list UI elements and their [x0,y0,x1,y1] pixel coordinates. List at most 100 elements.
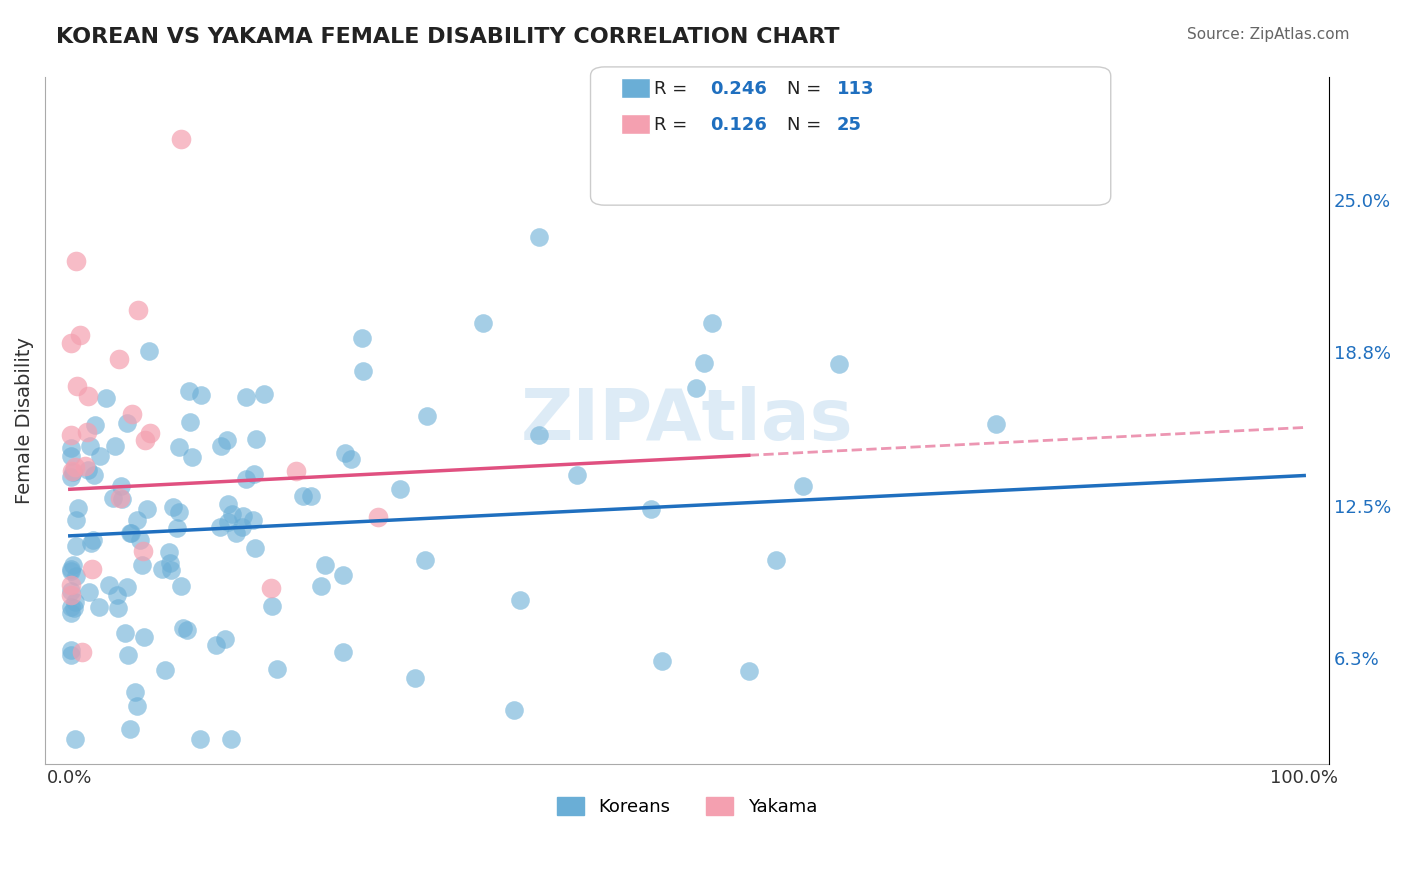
Yakama [170,132,193,146]
Koreans [217,433,239,447]
Koreans [416,409,439,424]
Koreans [77,585,100,599]
Yakama [70,645,93,659]
Y-axis label: Female Disability: Female Disability [15,337,34,504]
Yakama [260,581,283,595]
Yakama [77,389,100,403]
Koreans [131,558,153,573]
Text: R =: R = [654,80,693,98]
Koreans [172,621,194,635]
Koreans [335,446,357,460]
Koreans [179,384,201,399]
Yakama [127,303,149,318]
Koreans [125,513,148,527]
Koreans [166,521,188,535]
Text: 25: 25 [837,116,862,134]
Yakama [63,460,86,475]
Koreans [65,540,87,554]
Koreans [292,489,315,503]
Koreans [114,625,136,640]
Koreans [340,451,363,466]
Koreans [503,703,526,717]
Koreans [243,541,266,556]
Yakama [121,407,143,421]
Koreans [60,449,83,463]
Yakama [367,510,389,524]
Koreans [60,565,83,579]
Yakama [80,562,103,576]
Koreans [60,562,83,576]
Koreans [245,432,267,446]
Koreans [332,645,354,659]
Koreans [155,663,177,677]
Koreans [84,417,107,432]
Koreans [828,358,851,372]
Koreans [527,229,550,244]
Koreans [225,525,247,540]
Koreans [413,553,436,567]
Koreans [176,624,198,638]
Koreans [127,699,149,714]
Koreans [209,439,232,453]
Yakama [60,464,83,478]
Koreans [235,472,257,486]
Koreans [214,632,236,647]
Koreans [110,479,132,493]
Koreans [60,442,83,456]
Koreans [188,732,211,747]
Koreans [115,416,138,430]
Koreans [266,662,288,676]
Koreans [117,648,139,662]
Koreans [231,519,253,533]
Koreans [120,525,142,540]
Koreans [986,417,1008,432]
Koreans [181,450,204,464]
Yakama [132,543,155,558]
Koreans [235,391,257,405]
Koreans [221,507,243,521]
Koreans [65,732,87,747]
Yakama [108,491,131,506]
Koreans [135,501,157,516]
Koreans [105,588,128,602]
Legend: Koreans, Yakama: Koreans, Yakama [550,789,824,823]
Koreans [157,545,180,559]
Koreans [162,500,184,514]
Koreans [792,479,814,493]
Koreans [651,654,673,668]
Koreans [60,643,83,657]
Yakama [60,335,83,350]
Yakama [139,425,162,440]
Text: R =: R = [654,116,693,134]
Koreans [60,606,83,620]
Text: ZIPAtlas: ZIPAtlas [520,386,853,455]
Koreans [190,388,212,402]
Koreans [62,558,84,572]
Koreans [152,562,174,576]
Koreans [217,497,239,511]
Koreans [76,462,98,476]
Koreans [63,600,86,615]
Yakama [76,425,98,440]
Koreans [138,343,160,358]
Koreans [82,533,104,548]
Text: KOREAN VS YAKAMA FEMALE DISABILITY CORRELATION CHART: KOREAN VS YAKAMA FEMALE DISABILITY CORRE… [56,27,839,46]
Text: N =: N = [787,116,827,134]
Text: 0.246: 0.246 [710,80,766,98]
Koreans [299,489,322,503]
Koreans [134,630,156,644]
Koreans [101,491,124,506]
Koreans [242,513,264,527]
Koreans [219,732,242,747]
Koreans [60,470,83,484]
Koreans [567,467,589,482]
Koreans [685,381,707,395]
Koreans [167,505,190,519]
Koreans [232,508,254,523]
Koreans [352,364,374,378]
Text: 0.126: 0.126 [710,116,766,134]
Koreans [309,579,332,593]
Text: N =: N = [787,80,827,98]
Koreans [120,525,142,540]
Koreans [107,601,129,615]
